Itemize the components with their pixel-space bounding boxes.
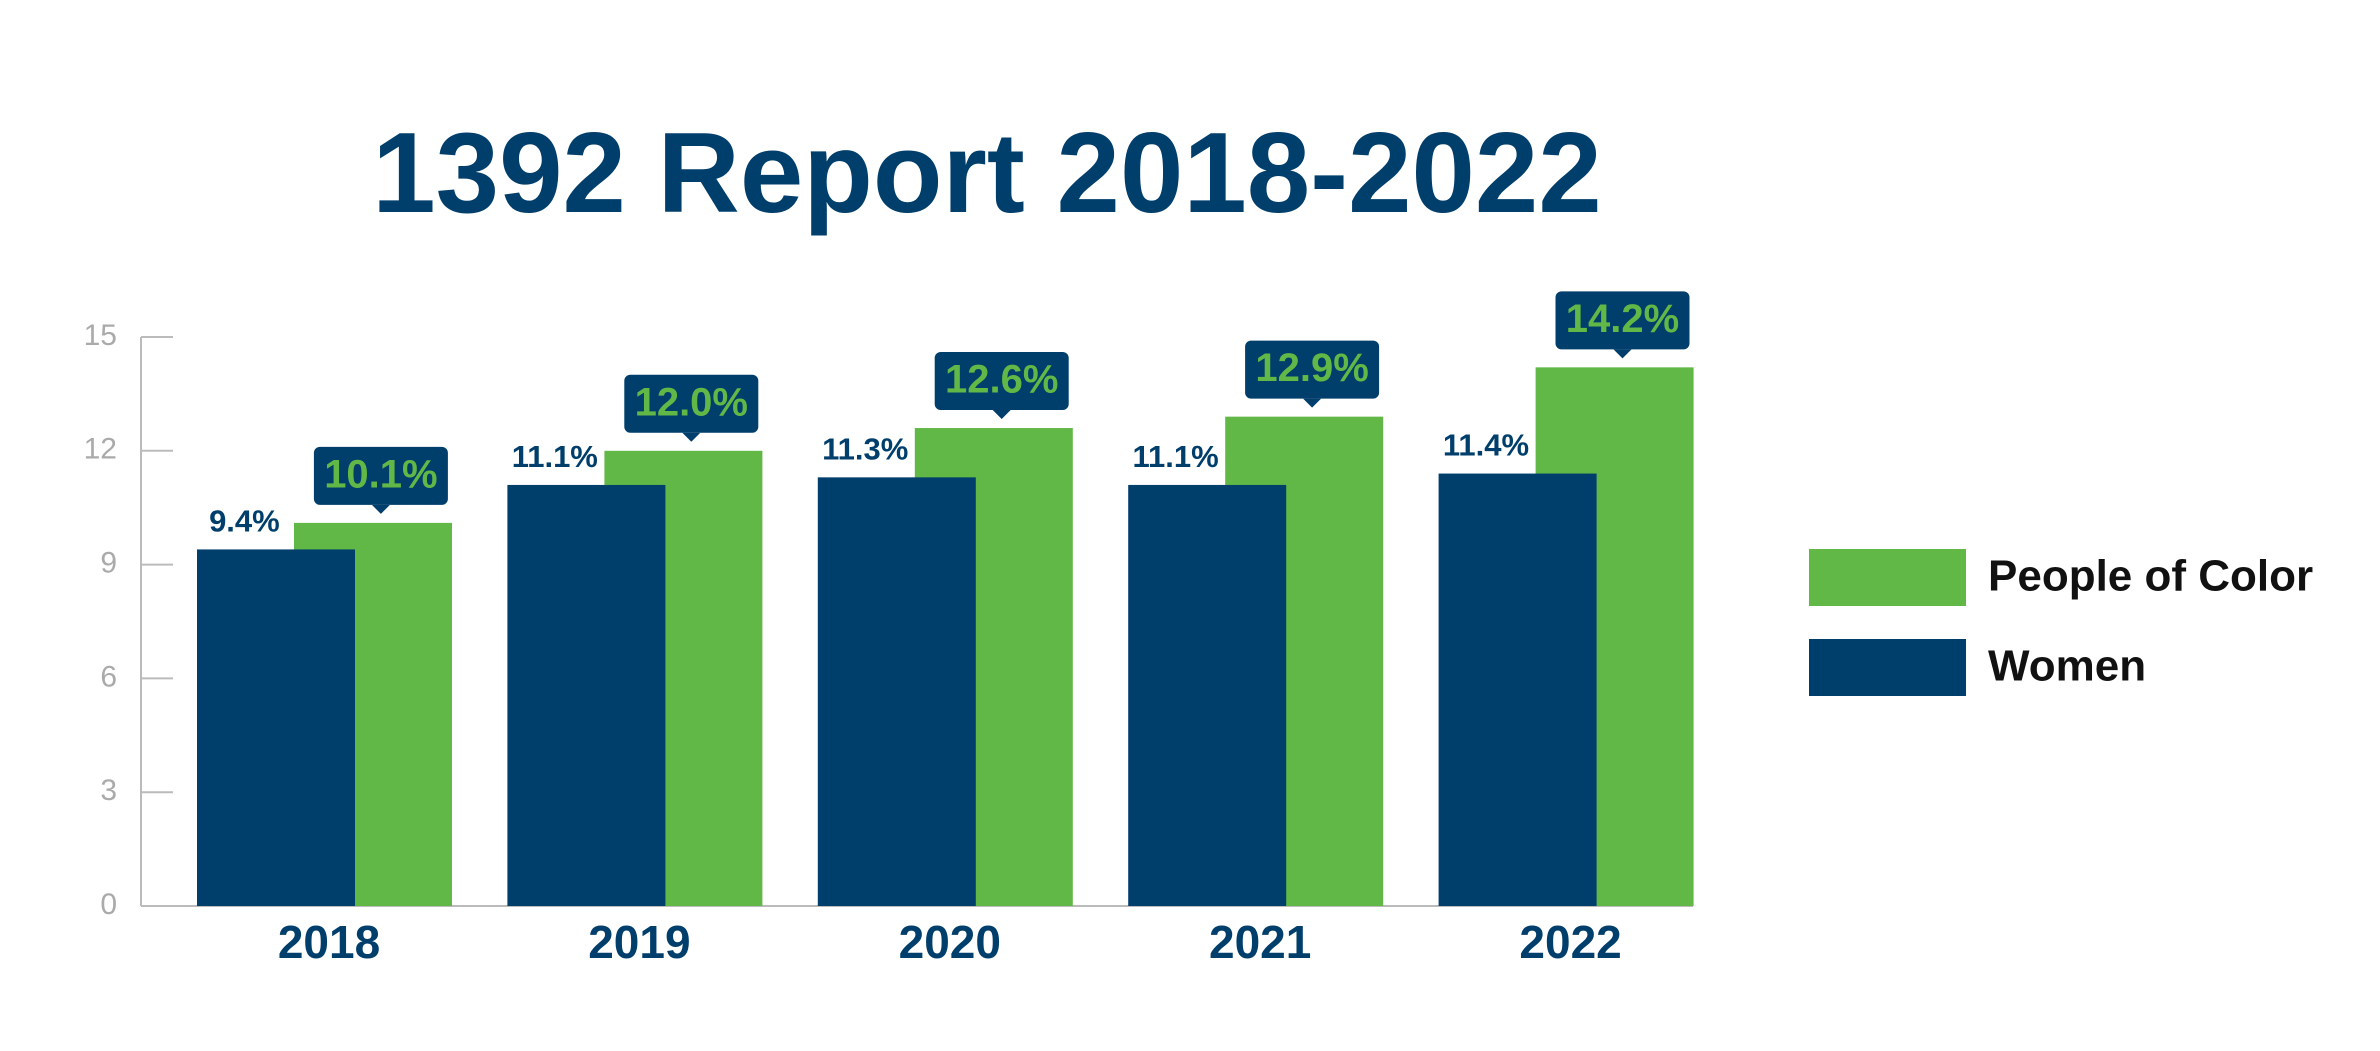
value-label: 11.1% [512, 439, 598, 474]
value-label: 14.2% [1566, 297, 1679, 341]
y-tick-label: 12 [84, 433, 117, 466]
bar [197, 549, 355, 906]
value-label: 10.1% [324, 452, 437, 496]
x-tick-label: 2018 [278, 916, 380, 968]
label-pointer [992, 410, 1011, 420]
label-box [1555, 291, 1690, 350]
x-tick-label: 2021 [1209, 916, 1311, 968]
y-tick-label: 6 [100, 660, 117, 693]
label-pointer [371, 504, 390, 514]
label-box [313, 446, 448, 505]
bar [817, 477, 976, 906]
x-tick-label: 2022 [1519, 916, 1621, 968]
x-tick-label: 2019 [588, 916, 690, 968]
chart-title: 1392 Report 2018-2022 [372, 110, 1601, 237]
legend-label: People of Color [1988, 552, 2313, 601]
legend-swatch [1809, 639, 1966, 696]
value-label: 9.4% [209, 504, 280, 539]
label-box [1245, 340, 1380, 399]
bar [1128, 484, 1287, 906]
value-label: 12.9% [1255, 346, 1368, 390]
y-tick-label: 0 [100, 888, 117, 921]
y-tick-label: 3 [100, 774, 117, 807]
legend-swatch [1809, 549, 1966, 606]
label-box [624, 374, 759, 433]
y-tick-label: 9 [100, 547, 117, 580]
value-label: 11.3% [822, 432, 908, 467]
x-tick-label: 2020 [899, 916, 1001, 968]
value-label: 12.0% [635, 380, 748, 424]
label-pointer [1303, 398, 1322, 408]
bar [1438, 473, 1597, 906]
y-tick-label: 15 [84, 319, 117, 352]
value-label: 12.6% [945, 358, 1058, 402]
label-pointer [682, 432, 701, 442]
value-label: 11.4% [1443, 428, 1529, 463]
value-label: 11.1% [1132, 439, 1218, 474]
bar [507, 484, 666, 906]
legend-label: Women [1988, 642, 2146, 691]
label-pointer [1613, 349, 1632, 359]
label-box [934, 352, 1069, 411]
